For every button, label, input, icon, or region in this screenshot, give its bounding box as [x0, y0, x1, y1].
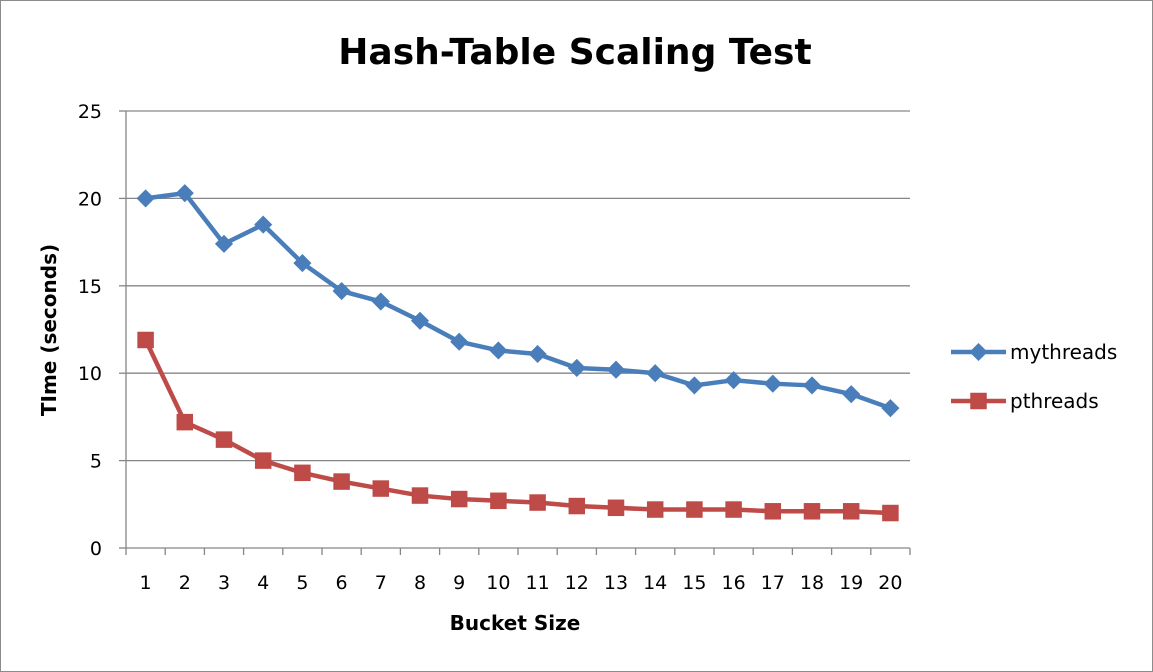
series-mythreads	[136, 184, 900, 418]
x-tick-label: 14	[643, 572, 667, 594]
x-tick-label: 16	[722, 572, 746, 594]
x-tick-label: 4	[257, 572, 269, 594]
legend-label: mythreads	[1010, 340, 1117, 364]
x-tick-label: 17	[761, 572, 785, 594]
data-point-mythreads	[332, 281, 351, 301]
data-point-mythreads	[881, 399, 900, 418]
data-point-pthreads	[490, 492, 507, 510]
data-point-mythreads	[802, 376, 822, 395]
data-point-mythreads	[450, 332, 469, 351]
gridlines	[126, 110, 910, 462]
data-point-pthreads	[764, 503, 782, 520]
data-point-pthreads	[803, 503, 821, 520]
data-point-pthreads	[882, 504, 899, 522]
x-tick-label: 9	[453, 572, 465, 594]
legend-item-mythreads: mythreads	[951, 340, 1117, 364]
x-tick-label: 15	[682, 572, 706, 594]
series-line-pthreads	[143, 339, 891, 516]
legend: mythreads pthreads	[951, 340, 1117, 413]
data-point-mythreads	[724, 371, 743, 390]
x-tick-label: 1	[140, 572, 152, 594]
data-point-pthreads	[529, 494, 546, 511]
y-tick-label: 10	[78, 363, 102, 385]
x-tick-label: 20	[878, 572, 902, 594]
data-point-pthreads	[725, 501, 742, 518]
data-point-mythreads	[685, 376, 704, 395]
data-point-pthreads	[646, 501, 664, 518]
data-point-mythreads	[175, 184, 194, 203]
x-tick-label: 3	[218, 572, 230, 594]
data-point-mythreads	[293, 254, 312, 273]
legend-marker	[970, 392, 987, 410]
legend-label: pthreads	[1010, 389, 1099, 413]
y-tick-label: 15	[78, 276, 102, 298]
data-point-pthreads	[686, 501, 703, 518]
y-tick-label: 25	[78, 101, 102, 123]
data-point-pthreads	[333, 473, 350, 490]
x-tick-label: 8	[414, 572, 426, 594]
data-point-mythreads	[214, 234, 234, 253]
data-point-mythreads	[254, 215, 273, 234]
data-point-pthreads	[372, 480, 390, 497]
data-point-mythreads	[646, 364, 665, 383]
data-point-mythreads	[842, 385, 861, 404]
x-tick-label: 13	[604, 572, 628, 594]
x-tick-label: 10	[486, 572, 510, 594]
x-tick-labels: 1 2 3 4 5 6 7 8 9 10 11 12 13 14 15 16 17 18 19 20	[140, 572, 903, 594]
legend-item-pthreads: pthreads	[951, 389, 1099, 413]
data-point-pthreads	[568, 497, 586, 515]
data-point-mythreads	[763, 374, 782, 393]
data-point-pthreads	[254, 452, 272, 469]
data-point-pthreads	[294, 464, 311, 482]
data-point-pthreads	[215, 431, 233, 448]
data-point-mythreads	[567, 358, 586, 378]
x-tick-label: 2	[179, 572, 191, 594]
x-tick-label: 6	[336, 572, 348, 594]
y-tick-label: 0	[90, 538, 102, 560]
axes	[119, 110, 911, 555]
series-pthreads	[137, 331, 899, 522]
legend-marker	[969, 342, 988, 362]
data-point-mythreads	[371, 292, 390, 311]
y-tick-label: 5	[90, 451, 102, 473]
series-group	[136, 184, 900, 522]
data-point-pthreads	[411, 487, 429, 504]
x-axis-title: Bucket Size	[450, 611, 581, 635]
data-point-pthreads	[607, 499, 625, 517]
y-axis-title: TIme (seconds)	[37, 244, 61, 416]
data-point-mythreads	[410, 311, 430, 330]
data-point-mythreads	[606, 360, 626, 379]
x-tick-label: 12	[565, 572, 589, 594]
x-tick-label: 11	[526, 572, 550, 594]
data-point-pthreads	[450, 490, 468, 508]
data-point-mythreads	[136, 189, 155, 208]
x-tick-label: 19	[839, 572, 863, 594]
data-point-mythreads	[528, 344, 547, 364]
data-point-pthreads	[137, 331, 154, 349]
data-point-pthreads	[176, 413, 194, 431]
chart-title: Hash-Table Scaling Test	[338, 32, 811, 73]
x-tick-label: 7	[375, 572, 387, 594]
y-tick-label: 20	[78, 188, 102, 210]
data-point-pthreads	[842, 503, 860, 520]
x-tick-label: 18	[800, 572, 824, 594]
data-point-mythreads	[489, 341, 508, 360]
y-tick-labels: 0 5 10 15 20 25	[78, 101, 102, 560]
x-tick-label: 5	[296, 572, 308, 594]
